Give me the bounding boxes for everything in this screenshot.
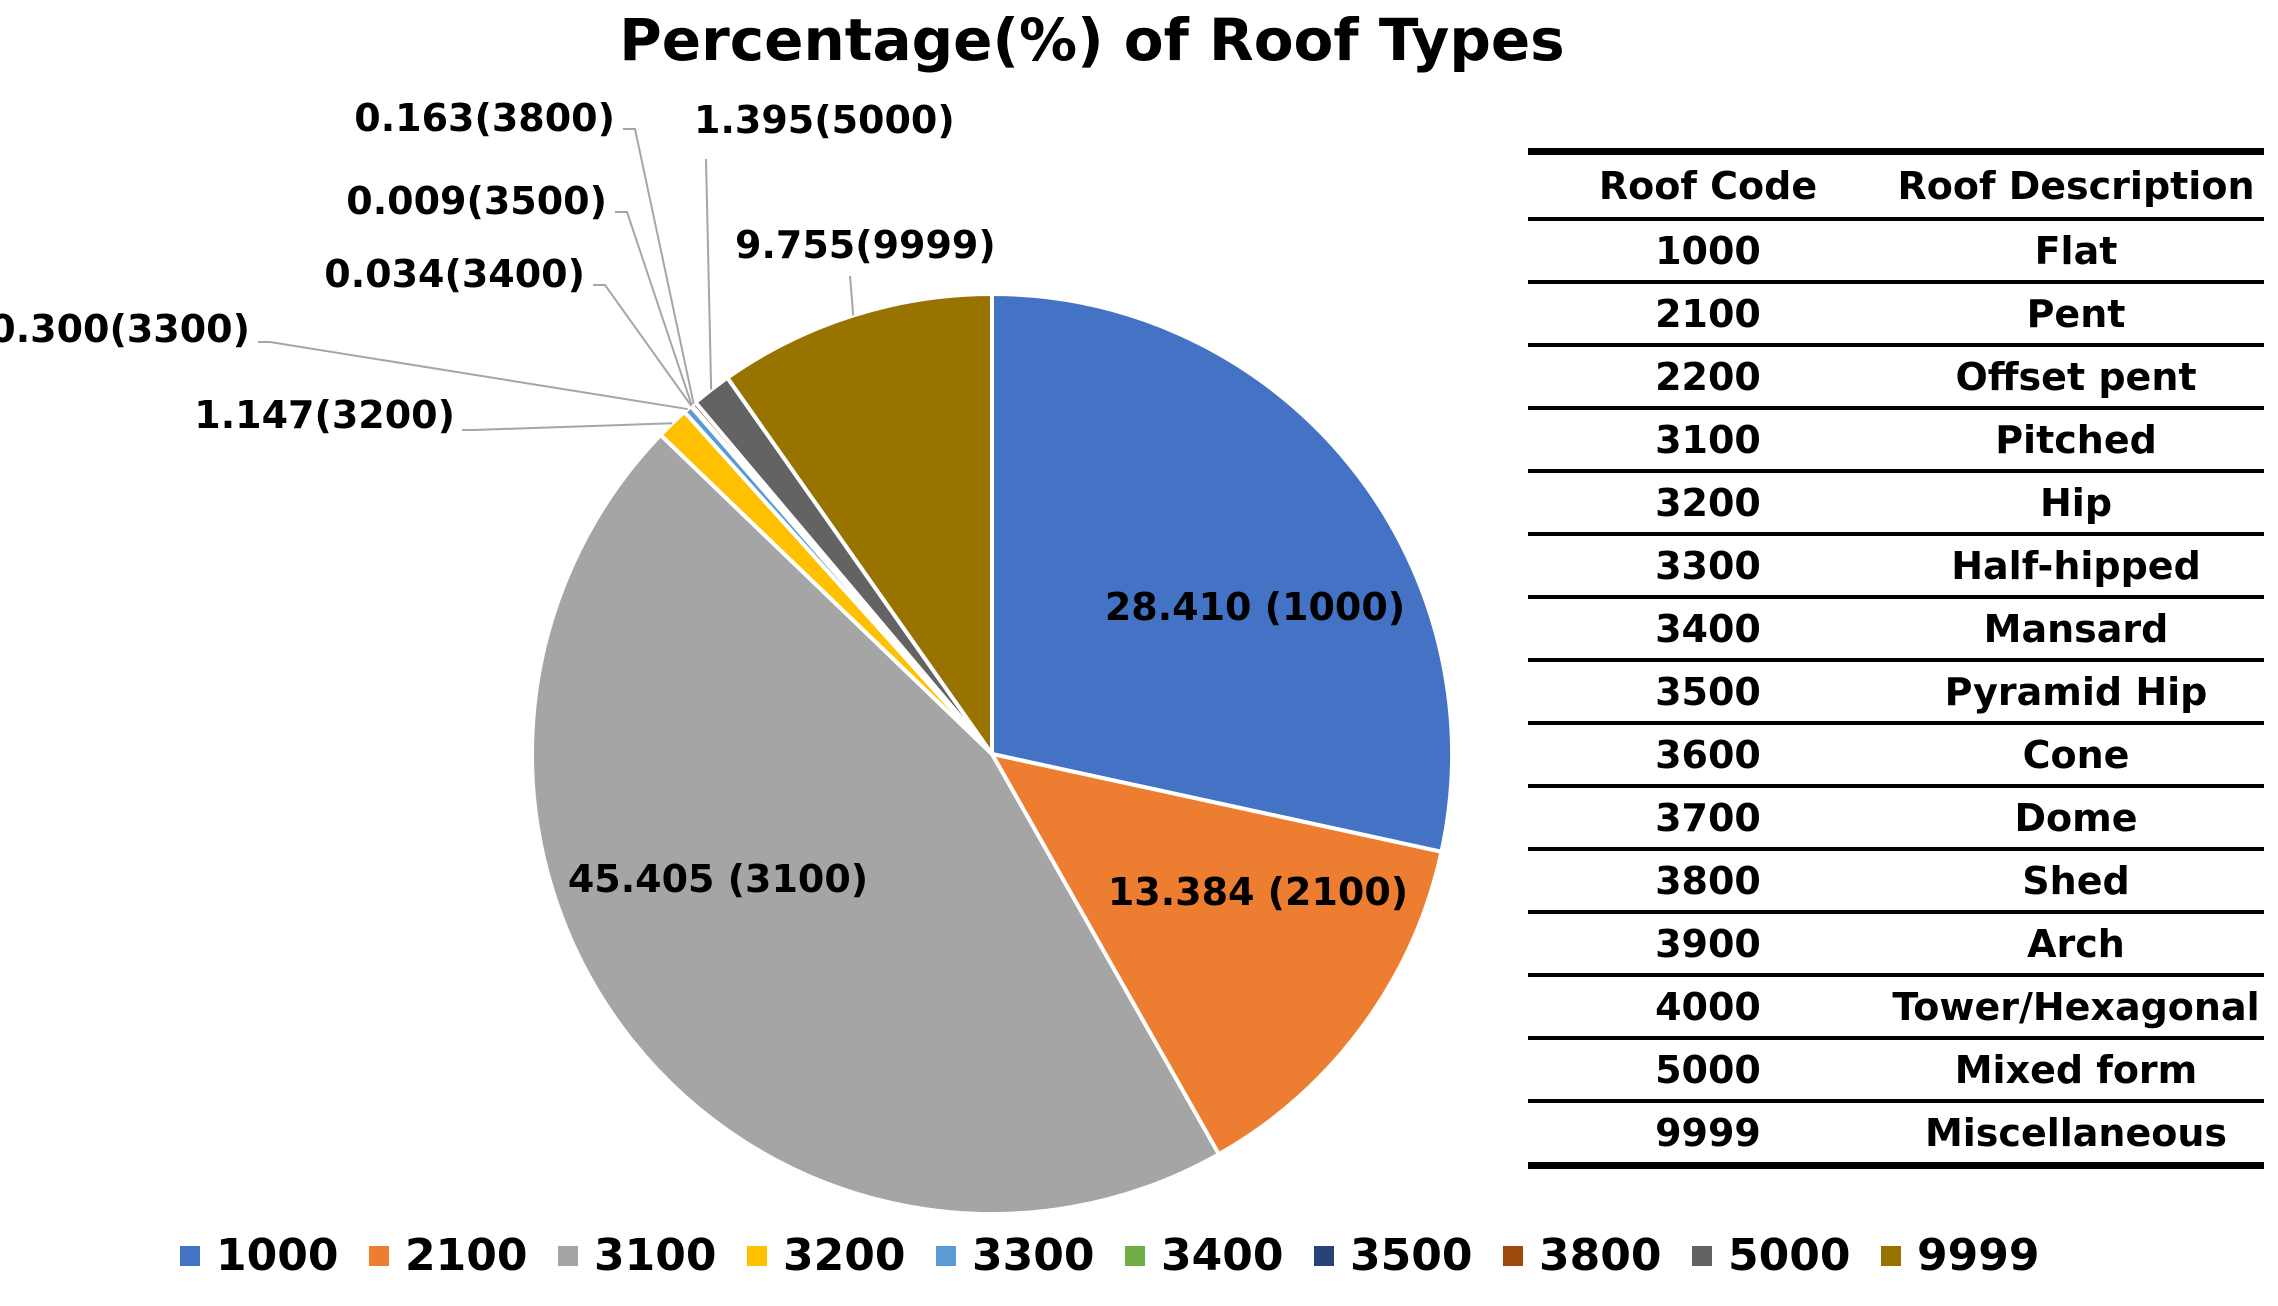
leader-line-5000: [705, 158, 713, 390]
table-row: 5000 Mixed form: [1528, 1038, 2264, 1103]
leader-line-9999: [849, 275, 855, 316]
roof-description-cell: Miscellaneous: [1888, 1101, 2264, 1168]
legend-swatch-3200: [747, 1246, 767, 1266]
legend-label-3400: 3400: [1161, 1230, 1283, 1281]
roof-description-cell: Pitched: [1888, 408, 2264, 473]
table-row: 3700 Dome: [1528, 786, 2264, 851]
roof-description-cell: Shed: [1888, 849, 2264, 914]
pie-slice-3100: [529, 432, 1222, 1216]
table-header-row: Roof Code Roof Description: [1528, 151, 2264, 221]
leader-line-3800: [623, 128, 695, 405]
legend-swatch-3400: [1125, 1246, 1145, 1266]
legend-label-5000: 5000: [1728, 1230, 1850, 1281]
table-row: 3400 Mansard: [1528, 597, 2264, 662]
legend-swatch-3300: [936, 1246, 956, 1266]
roof-code-cell: 3400: [1528, 597, 1888, 662]
roof-description-cell: Mixed form: [1888, 1038, 2264, 1103]
legend-swatch-1000: [180, 1246, 200, 1266]
roof-description-cell: Hip: [1888, 471, 2264, 536]
legend-swatch-3500: [1314, 1246, 1334, 1266]
callout-label-3200: 1.147(3200): [194, 393, 455, 437]
table-row: 2100 Pent: [1528, 282, 2264, 347]
callout-label-9999: 9.755(9999): [735, 223, 996, 267]
roof-description-cell: Pent: [1888, 282, 2264, 347]
table-row: 1000 Flat: [1528, 219, 2264, 284]
table-row: 3200 Hip: [1528, 471, 2264, 536]
legend-label-1000: 1000: [216, 1230, 338, 1281]
roof-description-cell: Offset pent: [1888, 345, 2264, 410]
table-row: 3600 Cone: [1528, 723, 2264, 788]
roof-description-cell: Dome: [1888, 786, 2264, 851]
table-row: 3800 Shed: [1528, 849, 2264, 914]
table-row: 3100 Pitched: [1528, 408, 2264, 473]
roof-code-cell: 3500: [1528, 660, 1888, 725]
legend-label-3500: 3500: [1350, 1230, 1472, 1281]
legend-swatch-2100: [369, 1246, 389, 1266]
roof-description-cell: Pyramid Hip: [1888, 660, 2264, 725]
legend-label-3100: 3100: [594, 1230, 716, 1281]
roof-code-cell: 1000: [1528, 219, 1888, 284]
legend-label-3800: 3800: [1539, 1230, 1661, 1281]
roof-code-cell: 3300: [1528, 534, 1888, 599]
legend-label-3300: 3300: [972, 1230, 1094, 1281]
callout-label-3300: 0.300(3300): [0, 307, 250, 351]
chart-title: Percentage(%) of Roof Types: [619, 6, 1564, 74]
callout-label-3800: 0.163(3800): [354, 96, 615, 140]
roof-code-cell: 3200: [1528, 471, 1888, 536]
table-row: 4000 Tower/Hexagonal: [1528, 975, 2264, 1040]
roof-description-cell: Cone: [1888, 723, 2264, 788]
roof-code-cell: 5000: [1528, 1038, 1888, 1103]
roof-code-cell: 4000: [1528, 975, 1888, 1040]
legend-swatch-5000: [1692, 1246, 1712, 1266]
slice-label-2100: 13.384 (2100): [1108, 870, 1408, 914]
chart-legend: 1000 2100 3100 3200 3300 3400 3500 3800 5000 9999: [180, 1230, 2039, 1281]
legend-label-9999: 9999: [1917, 1230, 2039, 1281]
roof-description-cell: Tower/Hexagonal: [1888, 975, 2264, 1040]
roof-code-cell: 9999: [1528, 1101, 1888, 1168]
legend-label-3200: 3200: [783, 1230, 905, 1281]
table-row: 3500 Pyramid Hip: [1528, 660, 2264, 725]
table-row: 9999 Miscellaneous: [1528, 1101, 2264, 1168]
leader-line-3300: [258, 341, 688, 411]
callout-label-3500: 0.009(3500): [346, 179, 607, 223]
callout-label-3400: 0.034(3400): [324, 252, 585, 296]
pie-slice-2100: [988, 751, 1444, 1157]
roof-code-table: Roof Code Roof Description 1000 Flat 2100 P…: [1528, 148, 2264, 1169]
leader-line-3500: [615, 211, 693, 406]
roof-description-cell: Flat: [1888, 219, 2264, 284]
roof-code-cell: 3900: [1528, 912, 1888, 977]
table-row: 3900 Arch: [1528, 912, 2264, 977]
roof-code-cell: 3700: [1528, 786, 1888, 851]
leader-line-3200: [462, 422, 673, 431]
leader-line-3400: [593, 284, 693, 407]
roof-code-cell: 2100: [1528, 282, 1888, 347]
header-roof-description: Roof Description: [1888, 151, 2264, 221]
table-row: 3300 Half-hipped: [1528, 534, 2264, 599]
pie-slice-1000: [990, 291, 1454, 855]
roof-code-cell: 3100: [1528, 408, 1888, 473]
legend-swatch-3100: [558, 1246, 578, 1266]
roof-description-cell: Mansard: [1888, 597, 2264, 662]
roof-code-cell: 3800: [1528, 849, 1888, 914]
legend-swatch-9999: [1881, 1246, 1901, 1266]
slice-label-3100: 45.405 (3100): [568, 857, 868, 901]
roof-code-cell: 2200: [1528, 345, 1888, 410]
table-row: 2200 Offset pent: [1528, 345, 2264, 410]
legend-swatch-3800: [1503, 1246, 1523, 1266]
roof-description-cell: Half-hipped: [1888, 534, 2264, 599]
roof-code-cell: 3600: [1528, 723, 1888, 788]
legend-label-2100: 2100: [405, 1230, 527, 1281]
roof-description-cell: Arch: [1888, 912, 2264, 977]
slice-label-1000: 28.410 (1000): [1105, 585, 1405, 629]
header-roof-code: Roof Code: [1528, 151, 1888, 221]
callout-label-5000: 1.395(5000): [694, 98, 955, 142]
